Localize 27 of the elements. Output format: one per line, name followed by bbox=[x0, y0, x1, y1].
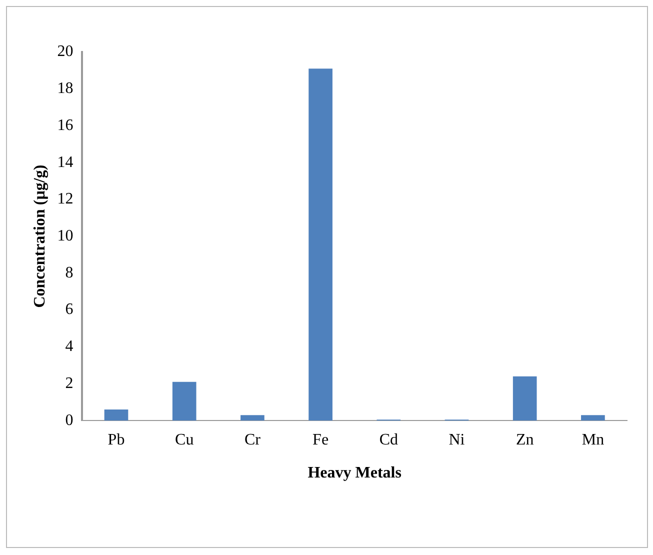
y-tick-label: 8 bbox=[65, 264, 74, 282]
bar bbox=[512, 376, 537, 421]
bar bbox=[581, 415, 605, 421]
x-tick-label: Cd bbox=[379, 431, 398, 448]
y-axis-title: Concentration (µg/g) bbox=[32, 164, 49, 308]
x-tick-label: Zn bbox=[516, 431, 534, 448]
y-tick-label: 0 bbox=[65, 412, 74, 429]
y-tick-label: 16 bbox=[57, 116, 74, 134]
x-axis-title: Heavy Metals bbox=[308, 464, 402, 482]
y-tick-label: 14 bbox=[57, 154, 74, 171]
bar bbox=[240, 415, 264, 421]
bar bbox=[308, 68, 332, 421]
x-tick-label: Cr bbox=[244, 431, 262, 448]
y-tick-label: 18 bbox=[57, 80, 74, 98]
y-tick-label: 6 bbox=[65, 301, 74, 318]
x-tick-label: Pb bbox=[108, 431, 125, 448]
x-tick-label: Cu bbox=[175, 431, 194, 448]
y-tick-label: 10 bbox=[57, 228, 74, 245]
y-tick-label: 2 bbox=[65, 374, 74, 392]
bar bbox=[172, 382, 196, 421]
bar bbox=[104, 410, 128, 421]
x-tick-label: Mn bbox=[582, 431, 604, 448]
x-tick-label: Fe bbox=[312, 431, 329, 448]
y-tick-label: 20 bbox=[57, 43, 74, 60]
y-tick-label: 4 bbox=[65, 338, 74, 356]
x-tick-label: Ni bbox=[448, 431, 466, 448]
y-tick-label: 12 bbox=[57, 190, 74, 208]
